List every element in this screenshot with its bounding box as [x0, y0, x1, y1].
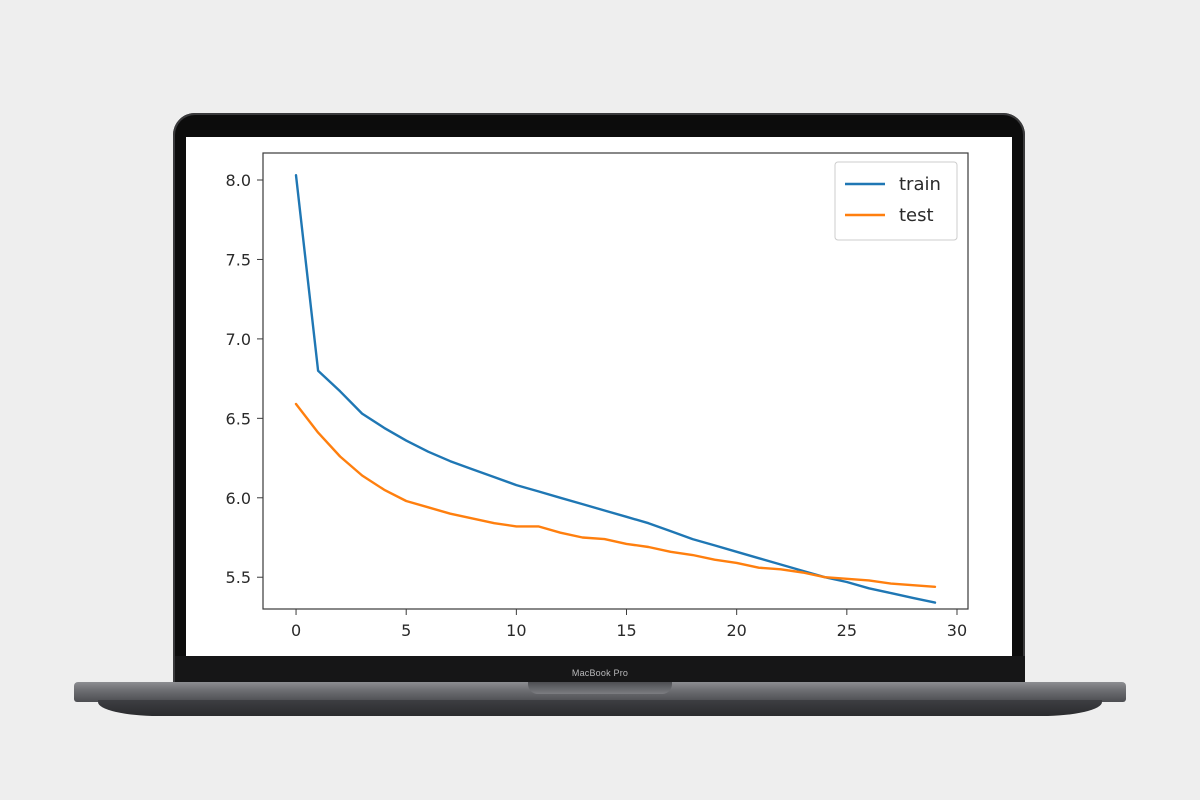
series-line-test — [294, 402, 937, 588]
y-tick-label: 6.5 — [226, 409, 251, 428]
x-axis: 0 5 10 15 20 25 30 — [291, 609, 967, 640]
legend-label-test: test — [899, 205, 934, 226]
x-tick-label: 5 — [401, 621, 411, 640]
legend-label-train: train — [899, 174, 941, 195]
y-tick-label: 6.0 — [226, 489, 251, 508]
y-tick-label: 7.5 — [226, 250, 251, 269]
plot-frame — [262, 152, 969, 610]
y-tick-label: 5.5 — [226, 568, 251, 587]
series-layer — [294, 174, 937, 604]
laptop-screen: 0 5 10 15 20 25 30 5.5 6.0 6.5 7.0 7.5 8.0 train tes… — [186, 137, 1012, 656]
line-chart: 0 5 10 15 20 25 30 5.5 6.0 6.5 7.0 7.5 8.0 train tes… — [226, 152, 969, 640]
laptop-notch — [528, 682, 672, 694]
y-axis: 5.5 6.0 6.5 7.0 7.5 8.0 — [226, 171, 263, 587]
device-label: MacBook Pro — [571, 668, 629, 678]
x-tick-label: 15 — [616, 621, 636, 640]
laptop-chin — [175, 656, 1025, 684]
laptop-base-bottom — [98, 700, 1102, 716]
x-tick-label: 0 — [291, 621, 301, 640]
x-tick-label: 10 — [506, 621, 526, 640]
legend-box — [834, 161, 958, 241]
x-tick-label: 25 — [837, 621, 857, 640]
y-tick-label: 8.0 — [226, 171, 251, 190]
legend: train test — [834, 161, 958, 241]
y-tick-label: 7.0 — [226, 330, 251, 349]
x-tick-label: 30 — [947, 621, 967, 640]
x-tick-label: 20 — [726, 621, 746, 640]
